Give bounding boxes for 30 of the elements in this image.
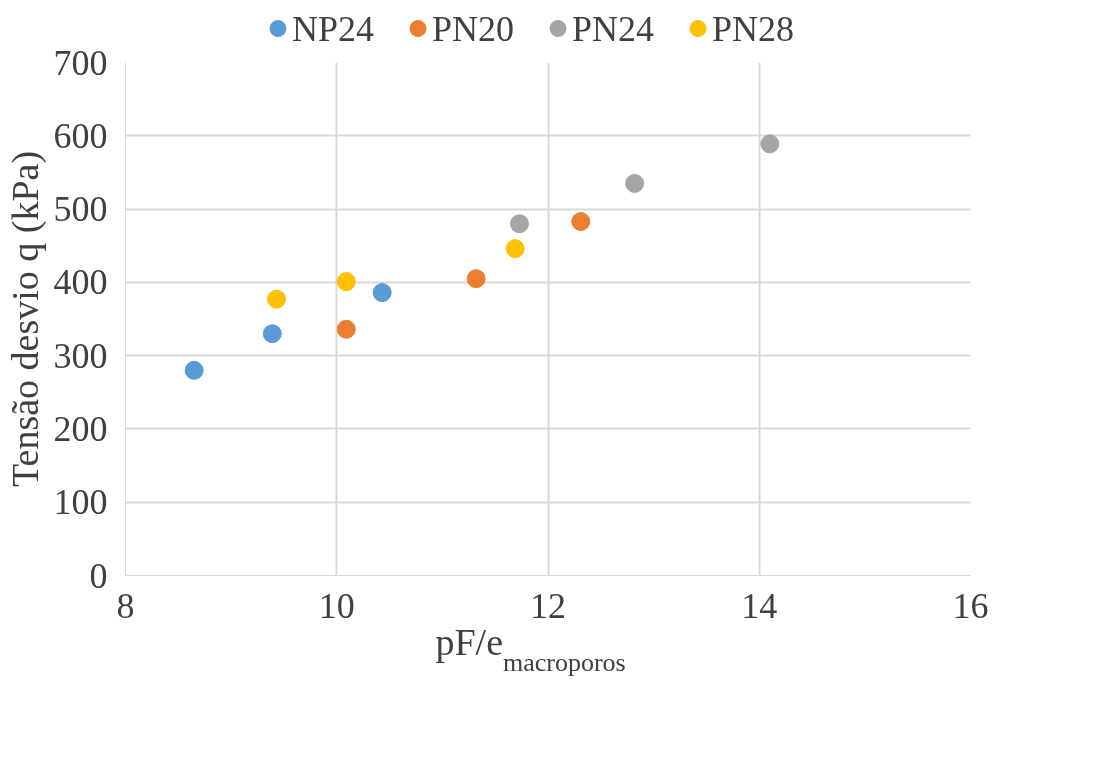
point [336, 272, 356, 292]
y-tick-label: 400 [53, 262, 108, 303]
point [760, 134, 780, 154]
x-tick-label: 12 [530, 585, 566, 626]
y-axis-title: Tensão desvio q (kPa) [3, 150, 47, 488]
point [336, 319, 356, 339]
x-tick-label: 16 [952, 585, 989, 626]
point [625, 173, 645, 193]
point [267, 289, 287, 309]
point [184, 360, 204, 380]
y-tick-label: 0 [89, 555, 108, 596]
legend-label: PN20 [432, 8, 515, 49]
point [372, 283, 392, 303]
x-tick-label: 8 [116, 585, 135, 626]
y-tick-label: 200 [53, 408, 108, 449]
y-tick-label: 500 [53, 189, 108, 230]
y-tick-label: 600 [53, 115, 108, 156]
point [466, 269, 486, 289]
legend-label: PN24 [572, 8, 655, 49]
y-tick-label: 700 [53, 42, 108, 83]
legend-label: PN28 [712, 8, 795, 49]
y-tick-label: 300 [53, 335, 108, 376]
point [262, 324, 282, 344]
x-tick-label: 10 [318, 585, 355, 626]
point [571, 212, 591, 232]
y-tick-label: 100 [53, 482, 108, 523]
legend-label: NP24 [292, 8, 375, 49]
point [505, 239, 525, 259]
point [509, 214, 529, 234]
x-tick-label: 14 [741, 585, 778, 626]
